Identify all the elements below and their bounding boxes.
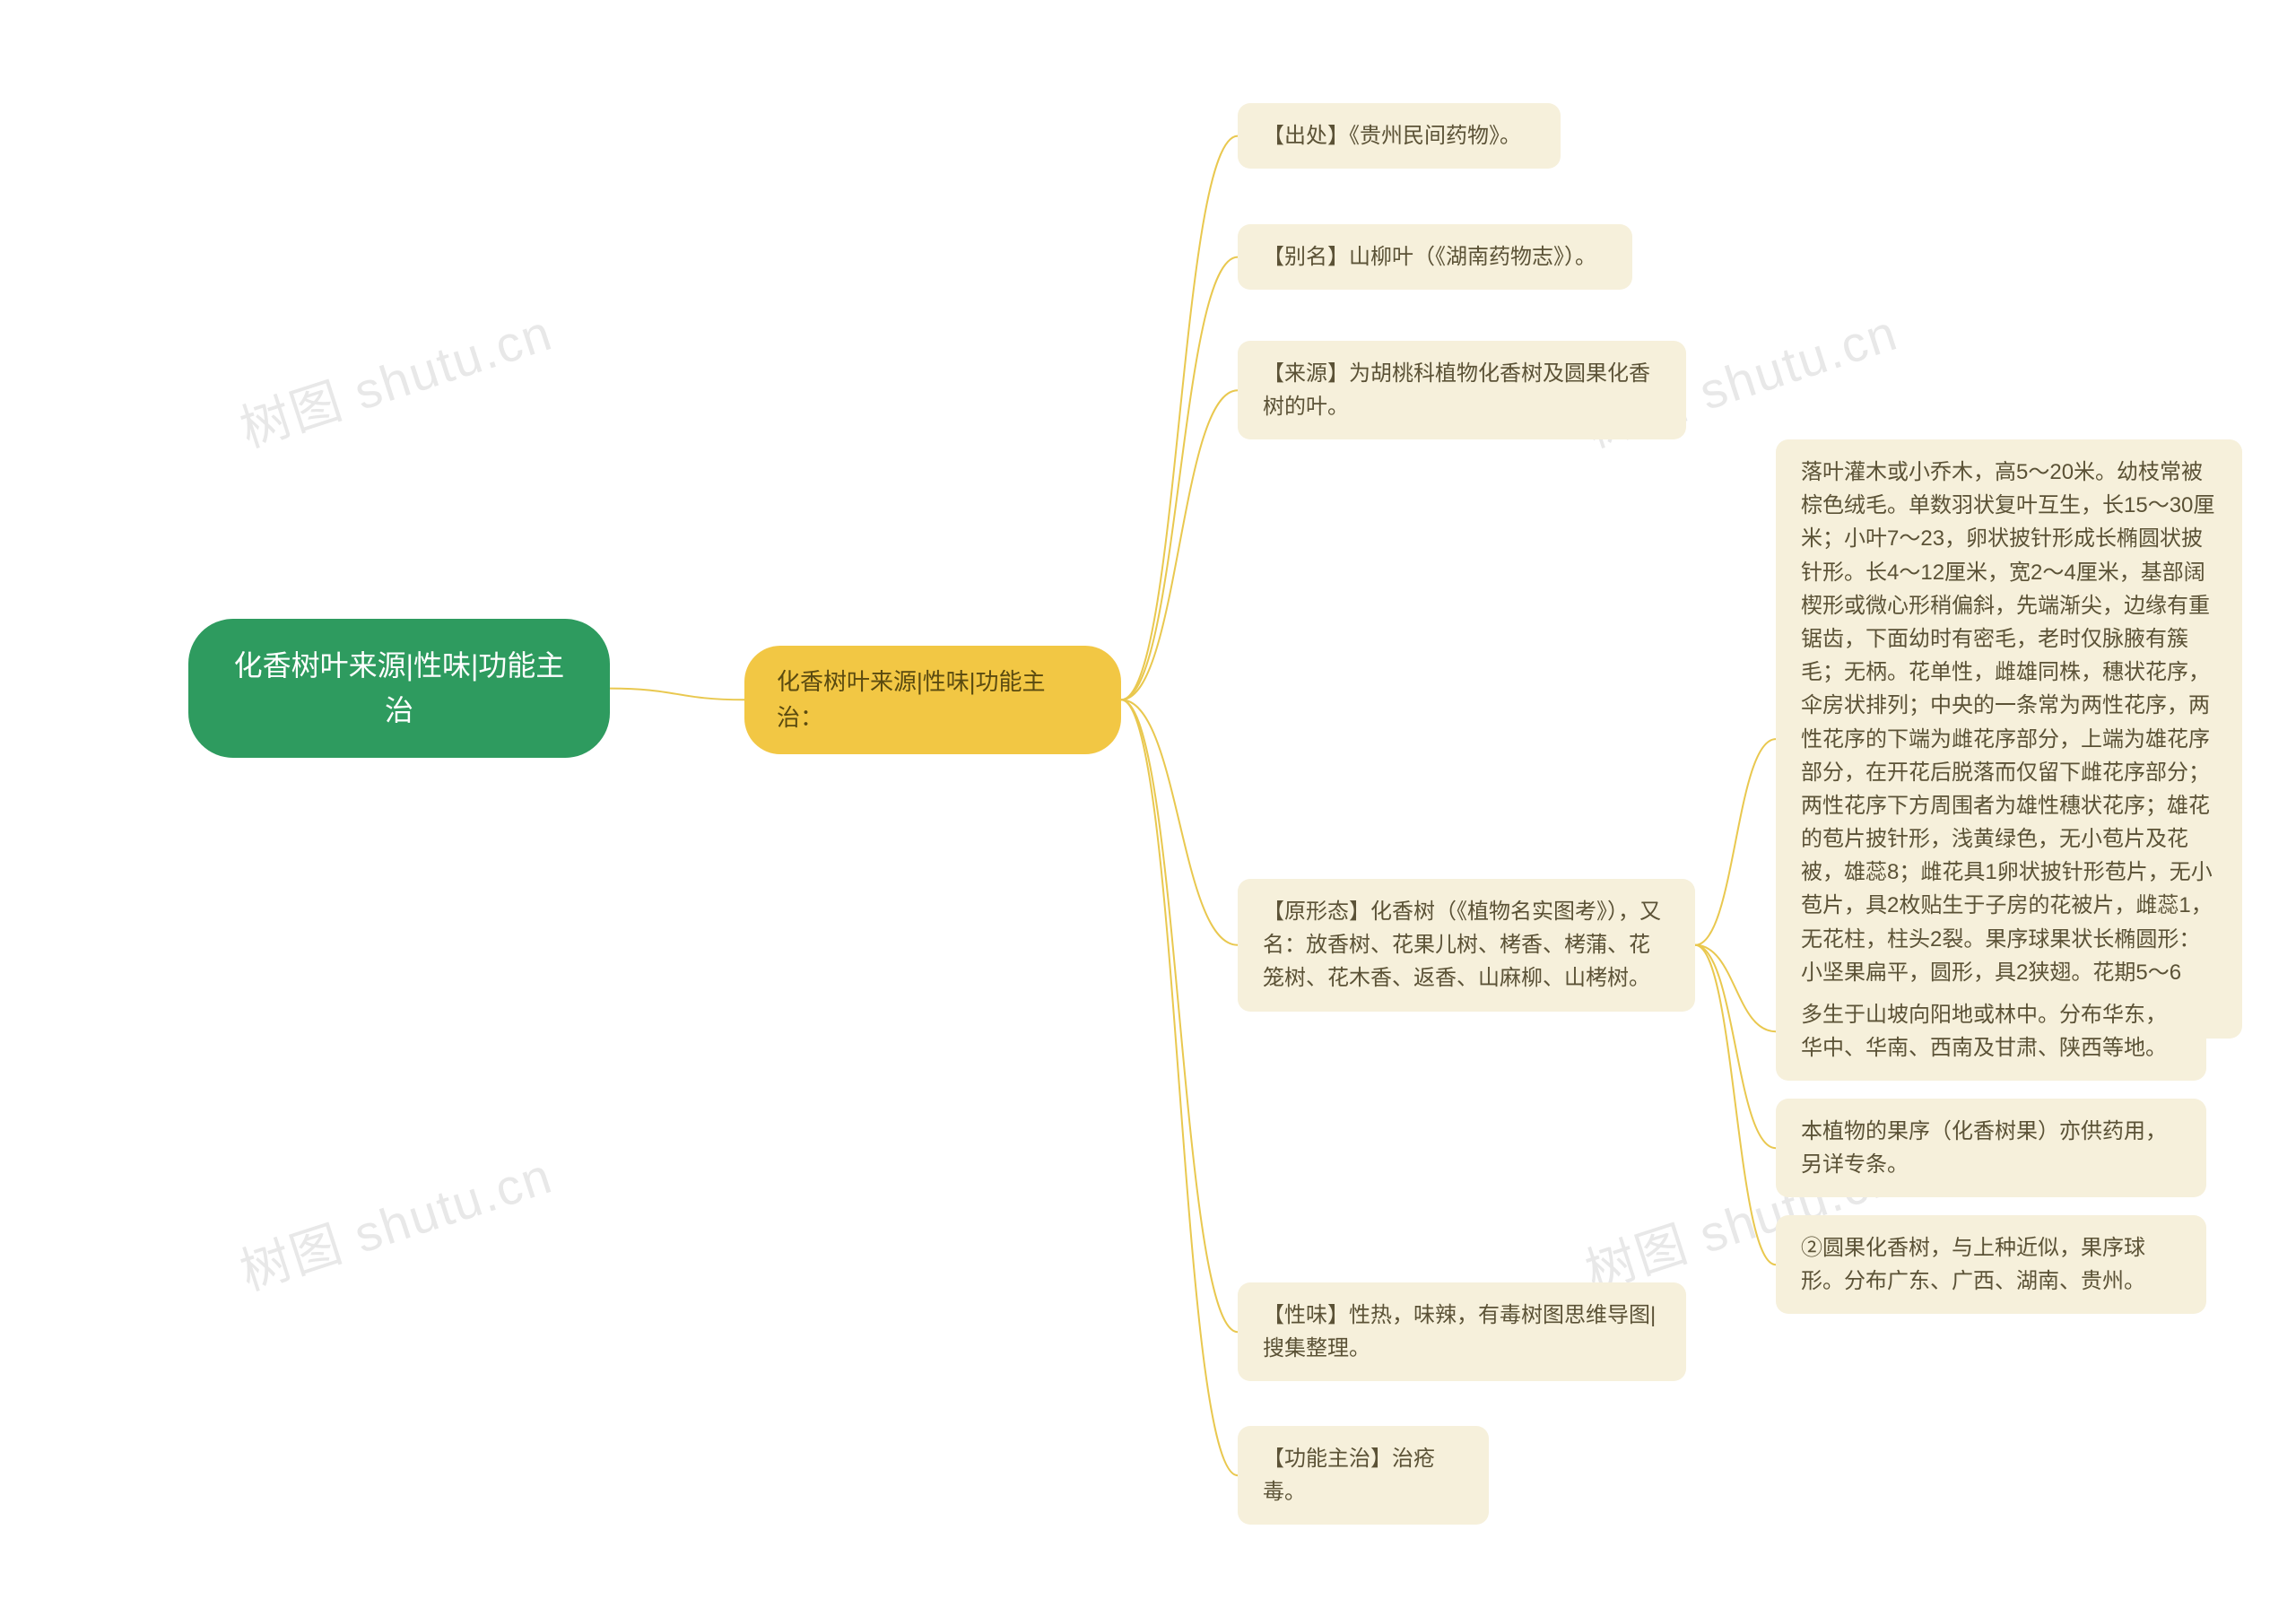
- node-alias: 【别名】山柳叶（《湖南药物志》）。: [1238, 224, 1632, 290]
- mindmap-root: 化香树叶来源|性味|功能主治: [188, 619, 610, 758]
- watermark: 树图 shutu.cn: [230, 292, 561, 462]
- node-distribution: 多生于山坡向阳地或林中。分布华东，华中、华南、西南及甘肃、陕西等地。: [1776, 982, 2206, 1081]
- node-function: 【功能主治】治疮毒。: [1238, 1426, 1489, 1525]
- node-source-ref: 【出处】《贵州民间药物》。: [1238, 103, 1561, 169]
- node-origin: 【来源】为胡桃科植物化香树及圆果化香树的叶。: [1238, 341, 1686, 439]
- mindmap-hub: 化香树叶来源|性味|功能主治：: [744, 646, 1121, 754]
- node-fruit-note: 本植物的果序（化香树果）亦供药用，另详专条。: [1776, 1099, 2206, 1197]
- node-flavor: 【性味】性热，味辣，有毒树图思维导图|搜集整理。: [1238, 1282, 1686, 1381]
- node-variant: ②圆果化香树，与上种近似，果序球形。分布广东、广西、湖南、贵州。: [1776, 1215, 2206, 1314]
- watermark: 树图 shutu.cn: [230, 1135, 561, 1305]
- node-morphology: 【原形态】化香树（《植物名实图考》），又名：放香树、花果儿树、栲香、栲蒲、花笼树…: [1238, 879, 1695, 1012]
- node-morphology-detail: 落叶灌木或小乔木，高5～20米。幼枝常被棕色绒毛。单数羽状复叶互生，长15～30…: [1776, 439, 2242, 1039]
